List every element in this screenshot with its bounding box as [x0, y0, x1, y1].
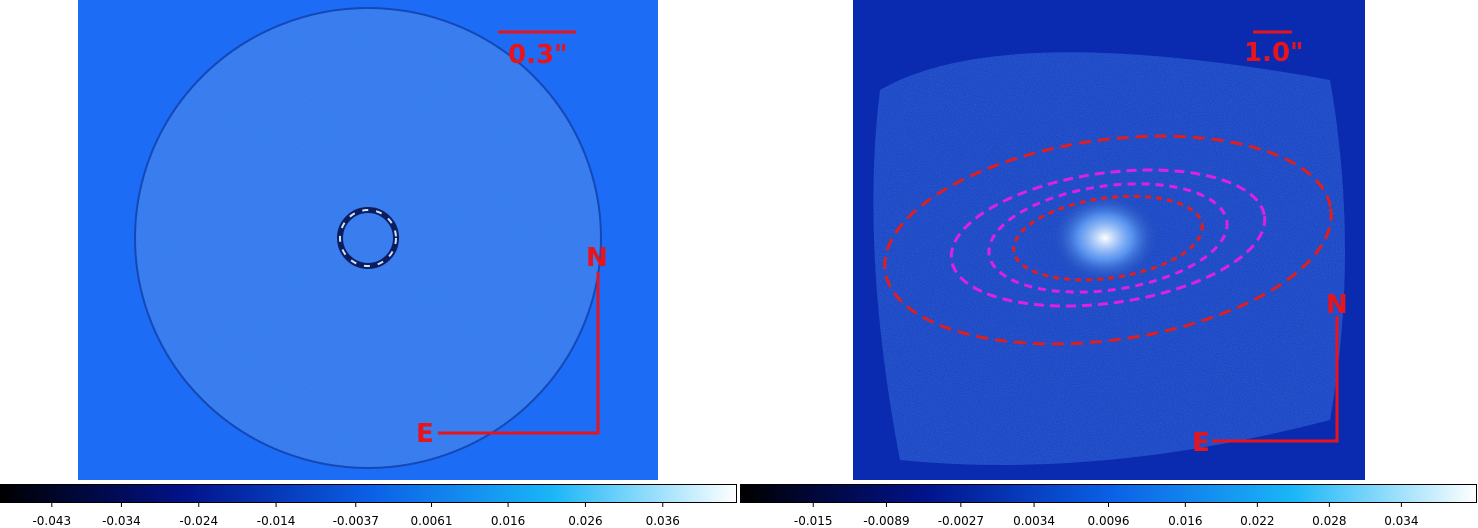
colorbar-tick-label: 0.016: [491, 514, 525, 528]
colorbar-tick-label: 0.036: [646, 514, 680, 528]
right-image: [853, 0, 1365, 480]
colorbar: [740, 484, 1477, 503]
colorbar-tick-label: 0.022: [1240, 514, 1274, 528]
colorbar-tick-label: -0.034: [102, 514, 141, 528]
north-label: N: [1326, 290, 1348, 320]
colorbar-tick-label: -0.0089: [863, 514, 909, 528]
colorbar-tick-label: -0.014: [257, 514, 296, 528]
colorbar-tick-label: -0.024: [179, 514, 218, 528]
colorbar: [0, 484, 737, 503]
colorbar-tick-label: 0.0061: [411, 514, 453, 528]
east-label: E: [1192, 428, 1210, 458]
colorbar-tick-label: 0.034: [1384, 514, 1418, 528]
colorbar-tick-label: -0.043: [32, 514, 71, 528]
north-label: N: [586, 243, 608, 273]
colorbar-tick-label: -0.0027: [938, 514, 984, 528]
colorbar-tick-label: 0.016: [1168, 514, 1202, 528]
left-image: [78, 0, 658, 480]
east-label: E: [416, 419, 434, 449]
colorbar-tick-label: 0.0096: [1088, 514, 1130, 528]
colorbar-tick-label: -0.0037: [333, 514, 379, 528]
colorbar-tick-label: 0.026: [568, 514, 602, 528]
scale-label: 1.0": [1244, 38, 1304, 68]
scale-label: 0.3": [508, 40, 568, 70]
colorbar-tick-label: 0.028: [1312, 514, 1346, 528]
colorbar-tick-label: 0.0034: [1013, 514, 1055, 528]
colorbar-tick-label: -0.015: [794, 514, 833, 528]
